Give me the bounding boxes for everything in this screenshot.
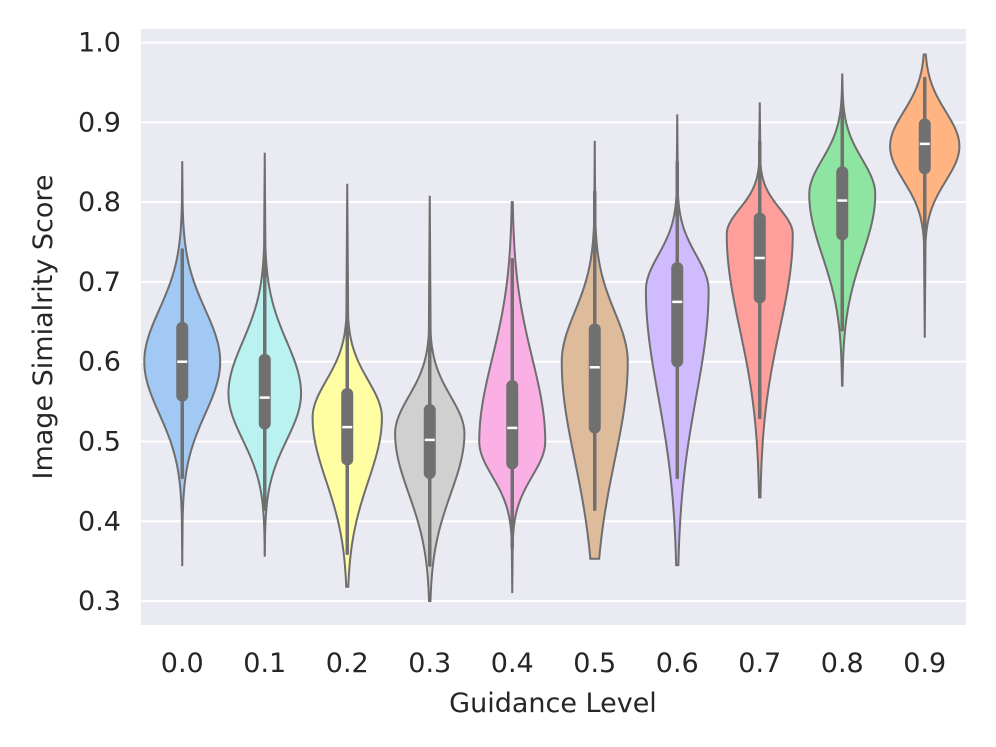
y-tick-label: 0.5 [78,426,121,457]
y-tick-label: 1.0 [78,28,121,59]
y-tick-label: 0.8 [78,187,121,218]
y-tick-label: 0.4 [78,506,121,537]
violin-0.6 [644,114,710,567]
violin-median-marker [424,438,435,442]
violin-median-marker [919,142,930,146]
x-ticks: 0.0 0.1 0.2 0.3 0.4 0.5 0.6 0.7 0.8 0.9 [161,648,946,679]
x-tick-label: 0.2 [326,648,369,679]
violin-median-marker [672,300,683,304]
violin-0.0 [143,161,222,567]
violins [143,53,961,603]
violin-0.4 [478,201,547,594]
x-tick-label: 0.3 [408,648,451,679]
y-axis-label: Image Simialrity Score [28,174,59,479]
y-tick-label: 0.3 [78,586,121,617]
violin-median-marker [507,426,518,430]
violin-median-marker [837,199,848,202]
x-tick-label: 0.9 [903,648,946,679]
violin-0.1 [227,152,303,557]
violin-0.9 [889,53,961,338]
violin-0.5 [560,140,629,560]
x-tick-label: 0.5 [573,648,616,679]
x-tick-label: 0.4 [491,648,534,679]
x-tick-label: 0.7 [738,648,781,679]
x-tick-label: 0.6 [656,648,699,679]
x-axis-label: Guidance Level [449,688,657,719]
violin-median-marker [589,366,600,369]
y-tick-label: 0.7 [78,267,121,298]
violin-0.8 [808,73,877,387]
y-ticks: 0.3 0.4 0.5 0.6 0.7 0.8 0.9 1.0 [78,28,121,618]
x-tick-label: 0.8 [821,648,864,679]
violin-0.3 [394,195,466,603]
violin-median-marker [342,425,353,429]
violin-median-marker [754,256,765,260]
violin-0.2 [311,183,383,588]
y-tick-label: 0.9 [78,107,121,138]
y-tick-label: 0.6 [78,347,121,378]
violin-median-marker [177,360,188,363]
violin-median-marker [259,396,270,399]
violin-0.7 [725,102,794,499]
x-tick-label: 0.1 [243,648,286,679]
x-tick-label: 0.0 [161,648,204,679]
